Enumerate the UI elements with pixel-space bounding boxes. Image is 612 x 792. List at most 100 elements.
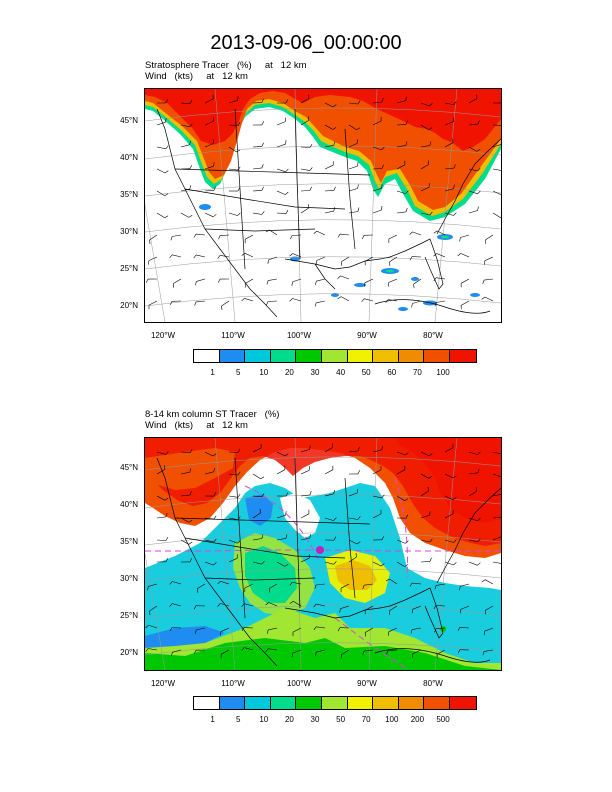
wind-barb-flag bbox=[213, 538, 217, 543]
wind-barb-flag bbox=[265, 648, 269, 653]
wind-barb bbox=[156, 190, 165, 196]
wind-barb bbox=[220, 581, 230, 585]
wind-barb bbox=[420, 451, 430, 457]
wind-barb bbox=[300, 537, 310, 541]
wind-barb bbox=[468, 98, 478, 104]
wind-barb bbox=[180, 451, 191, 454]
wind-barb-flag bbox=[241, 627, 245, 631]
wind-barb bbox=[276, 143, 286, 148]
wind-barb bbox=[468, 561, 478, 566]
wind-barb bbox=[413, 278, 422, 285]
wind-barb bbox=[444, 167, 455, 170]
wind-barb-flag bbox=[170, 236, 173, 241]
panel1-lon-label-90w: 90°W bbox=[357, 331, 377, 340]
wind-barb bbox=[276, 212, 287, 214]
wind-barb-flag bbox=[434, 585, 437, 590]
colorbar-swatch bbox=[449, 350, 476, 362]
wind-barb-flag bbox=[261, 211, 265, 215]
wind-barb bbox=[268, 256, 278, 261]
wind-barb bbox=[468, 491, 477, 497]
panel1-lat-label-35n: 35°N bbox=[120, 190, 138, 199]
colorbar-swatch bbox=[245, 350, 271, 362]
wind-barb bbox=[172, 254, 182, 258]
wind-barb bbox=[220, 649, 230, 655]
wind-barb bbox=[372, 187, 382, 192]
wind-barb-flag bbox=[149, 610, 151, 616]
wind-barb bbox=[268, 648, 278, 651]
wind-barb-flag bbox=[428, 475, 433, 479]
wind-barb bbox=[228, 517, 238, 520]
wind-barb-flag bbox=[333, 536, 337, 541]
wind-barb bbox=[171, 627, 182, 629]
wind-barb-flag bbox=[433, 230, 438, 234]
wind-barb-flag bbox=[237, 166, 241, 171]
panel1-lat-label-20n: 20°N bbox=[120, 301, 138, 310]
wind-barb bbox=[340, 275, 350, 280]
wind-barb-flag bbox=[261, 493, 265, 497]
wind-barb bbox=[420, 145, 430, 148]
wind-barb bbox=[276, 514, 286, 519]
wind-barb bbox=[156, 495, 166, 501]
wind-barb-flag bbox=[259, 508, 261, 514]
wind-barb-flag bbox=[453, 101, 457, 105]
wind-barb bbox=[388, 278, 398, 283]
wind-barb-flag bbox=[217, 603, 221, 607]
wind-barb bbox=[316, 583, 326, 586]
wind-barb-flag bbox=[362, 585, 365, 590]
wind-barb-flag bbox=[314, 302, 317, 307]
wind-barb bbox=[364, 256, 374, 262]
wind-barb-flag bbox=[453, 562, 457, 566]
wind-barb bbox=[300, 470, 310, 475]
panel2-lon-label-120w: 120°W bbox=[150, 679, 176, 688]
panel1-colorbar-label: 5 bbox=[235, 368, 241, 377]
wind-barb-flag bbox=[405, 540, 409, 544]
panel2-map bbox=[144, 437, 502, 671]
wind-barb bbox=[243, 627, 254, 629]
wind-barb-flag bbox=[433, 253, 437, 257]
wind-barb bbox=[244, 234, 254, 240]
wind-barb bbox=[492, 494, 501, 497]
wind-barb bbox=[276, 469, 286, 475]
wind-barb bbox=[219, 234, 230, 236]
wind-barb bbox=[420, 212, 430, 216]
wind-barb bbox=[204, 165, 214, 170]
wind-barb-flag bbox=[428, 453, 433, 457]
wind-barb bbox=[276, 190, 286, 195]
panel2-title-line2: Wind (kts) at 12 km bbox=[145, 420, 248, 431]
wind-barb-flag bbox=[332, 127, 337, 130]
wind-barb bbox=[468, 472, 478, 475]
wind-barb bbox=[396, 539, 406, 544]
wind-barb-flag bbox=[357, 447, 360, 452]
wind-barb bbox=[492, 451, 501, 455]
wind-barb-flag bbox=[261, 142, 264, 147]
wind-barb bbox=[324, 164, 334, 170]
wind-barb bbox=[444, 188, 454, 192]
wind-barb bbox=[220, 603, 230, 607]
wind-barb-flag bbox=[429, 557, 432, 562]
wind-barb bbox=[412, 627, 422, 630]
wind-barb-flag bbox=[357, 516, 361, 520]
wind-barb bbox=[341, 649, 350, 655]
wind-barb-flag bbox=[285, 99, 289, 104]
wind-barb bbox=[292, 278, 302, 283]
wind-barb-flag bbox=[361, 298, 365, 302]
wind-barb-flag bbox=[189, 491, 192, 496]
wind-barb bbox=[372, 513, 382, 519]
wind-barb bbox=[484, 278, 494, 281]
wind-barb bbox=[316, 256, 326, 261]
wind-barb-flag bbox=[170, 301, 173, 306]
wind-barb-flag bbox=[381, 184, 383, 189]
wind-barb-flag bbox=[237, 187, 241, 192]
wind-barb-flag bbox=[267, 259, 269, 264]
wind-barb-flag bbox=[147, 586, 149, 591]
wind-barb bbox=[244, 252, 254, 258]
panel1-lat-label-40n: 40°N bbox=[120, 153, 138, 162]
wind-barb bbox=[324, 144, 334, 148]
wind-barb bbox=[492, 190, 501, 196]
panel2-colorbar-label: 100 bbox=[385, 715, 399, 724]
wind-barb bbox=[348, 492, 358, 497]
wind-barb-flag bbox=[188, 214, 193, 218]
wind-barb-flag bbox=[428, 127, 433, 130]
wind-barb bbox=[156, 451, 166, 455]
wind-barb bbox=[195, 233, 206, 236]
